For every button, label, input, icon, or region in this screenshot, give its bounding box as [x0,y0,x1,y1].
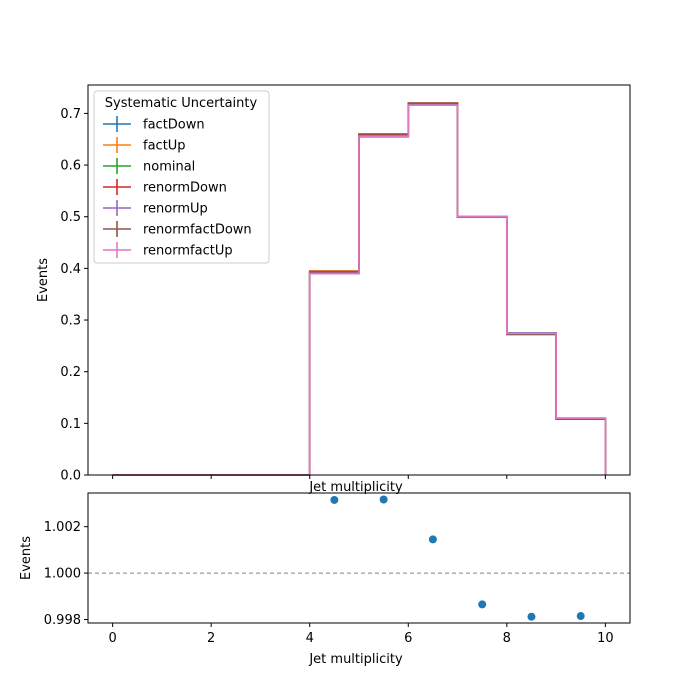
top-y-tick-label: 0.5 [60,210,81,225]
ratio-point [478,600,487,609]
top-y-ticks: 0.0 0.1 0.2 0.3 0.4 0.5 0.6 0.7 [60,107,88,484]
legend-entries: factDown factUp nominal renormDown renormUp r… [103,116,252,259]
top-y-tick-label: 0.3 [60,314,81,329]
bottom-x-tick-label: 10 [597,631,614,646]
bottom-y-ticks: 0.998 1.000 1.002 [44,520,88,628]
bottom-y-axis-title: Events [19,536,34,580]
legend-entry-nominal: nominal [103,158,195,175]
bottom-x-ticks: 0 2 4 6 8 10 [108,623,614,646]
bottom-y-tick-label: 0.998 [44,613,81,628]
top-panel: 0.0 0.1 0.2 0.3 0.4 0.5 0.6 0.7 Jet multiplicit… [36,84,631,495]
top-y-tick-label: 0.6 [60,159,81,174]
top-y-tick-label: 0.2 [60,365,81,380]
ratio-point [527,612,536,621]
legend-label: renormUp [143,202,208,217]
legend-entry-factUp: factUp [103,137,186,154]
bottom-x-tick-label: 6 [404,631,412,646]
top-x-ticks [112,475,606,479]
legend-label: factDown [143,118,205,133]
legend-label: factUp [143,139,186,154]
legend-box [93,90,270,264]
legend-label: nominal [143,160,195,175]
legend-label: renormfactUp [143,244,233,259]
ratio-point [379,495,388,504]
top-axes-frame [87,84,631,476]
legend-entry-factDown: factDown [103,116,205,133]
bottom-panel: 0 2 4 6 8 10 0.998 1.000 1.002 Jet multiplicity… [19,492,631,667]
ratio-point [576,612,585,621]
ratio-point [428,535,437,544]
top-x-axis-title: Jet multiplicity [308,480,403,495]
bottom-y-tick-label: 1.002 [44,520,81,535]
bottom-x-tick-label: 2 [207,631,215,646]
ratio-point [330,495,339,504]
legend-label: renormDown [143,181,227,196]
top-y-tick-label: 0.0 [60,469,81,484]
legend-entry-renormfactUp: renormfactUp [103,242,233,259]
top-y-tick-label: 0.1 [60,417,81,432]
legend-entry-renormUp: renormUp [103,200,208,217]
legend: Systematic Uncertainty factDown factUp nom… [93,90,270,264]
bottom-x-tick-label: 8 [503,631,511,646]
bottom-x-axis-title: Jet multiplicity [308,652,403,667]
bottom-y-tick-label: 1.000 [44,567,81,582]
bottom-x-tick-label: 4 [306,631,314,646]
bottom-x-tick-label: 0 [108,631,116,646]
legend-title: Systematic Uncertainty [105,96,258,111]
top-y-tick-label: 0.7 [60,107,81,122]
bottom-axes-frame [87,492,631,624]
ratio-points [330,495,585,621]
legend-entry-renormfactDown: renormfactDown [103,221,252,238]
top-y-tick-label: 0.4 [60,262,81,277]
legend-label: renormfactDown [143,223,252,238]
top-y-axis-title: Events [36,258,51,302]
legend-entry-renormDown: renormDown [103,179,227,196]
